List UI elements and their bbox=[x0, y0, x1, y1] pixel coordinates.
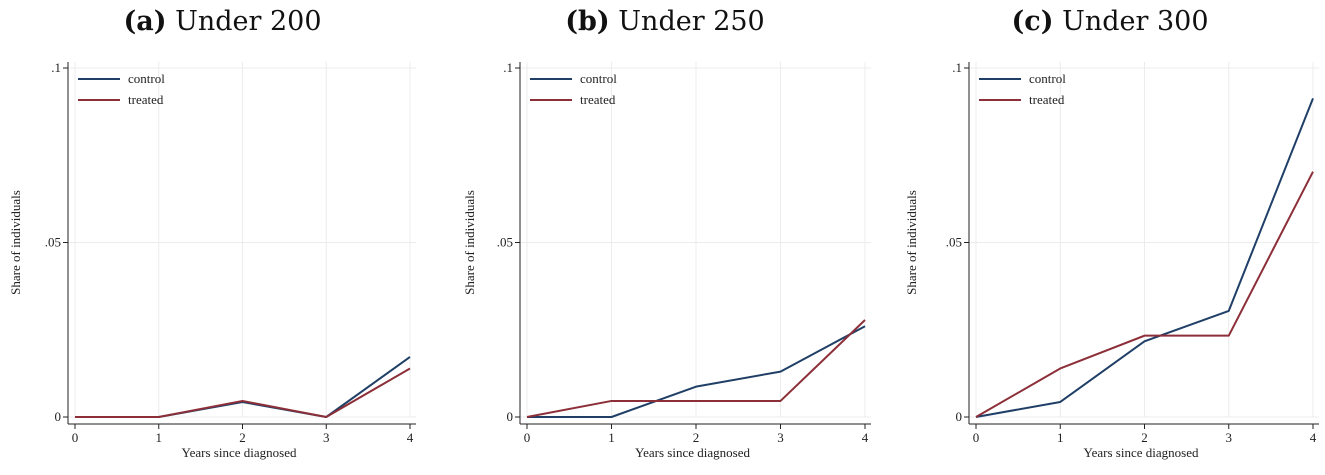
x-tick-label: 2 bbox=[693, 430, 700, 445]
x-axis-label: Years since diagnosed bbox=[1084, 445, 1199, 460]
panel-title: (a) Under 200 bbox=[0, 6, 445, 37]
y-tick-label: 0 bbox=[507, 409, 514, 424]
chart-panel-c: (c) Under 300 0 .05 .1 0 1 2 3 4 Years since dia… bbox=[895, 0, 1325, 475]
x-tick-label: 1 bbox=[1057, 430, 1064, 445]
chart-panel-b: (b) Under 250 0 .05 .1 0 1 2 3 4 Years since dia… bbox=[450, 0, 880, 475]
y-tick-label: .1 bbox=[503, 60, 513, 75]
legend-label-treated: treated bbox=[1029, 92, 1065, 107]
panel-letter: (b) bbox=[565, 6, 610, 37]
legend-label-control: control bbox=[1029, 71, 1066, 86]
line-chart-under-300: 0 .05 .1 0 1 2 3 4 Years since diagnosed Share of… bbox=[904, 60, 1319, 460]
x-tick-label: 0 bbox=[72, 430, 79, 445]
y-tick-label: 0 bbox=[956, 409, 963, 424]
x-tick-label: 3 bbox=[777, 430, 784, 445]
panel-letter: (c) bbox=[1011, 6, 1054, 37]
legend-label-treated: treated bbox=[128, 92, 164, 107]
x-tick-label: 4 bbox=[407, 430, 414, 445]
x-tick-label: 4 bbox=[1310, 430, 1317, 445]
x-tick-label: 3 bbox=[323, 430, 330, 445]
x-tick-label: 2 bbox=[1141, 430, 1148, 445]
x-axis-label: Years since diagnosed bbox=[182, 445, 297, 460]
legend-label-treated: treated bbox=[580, 92, 616, 107]
y-tick-label: .1 bbox=[952, 60, 962, 75]
series-line-control bbox=[527, 325, 866, 418]
series-line-treated bbox=[975, 171, 1314, 418]
x-tick-label: 4 bbox=[862, 430, 869, 445]
x-tick-label: 0 bbox=[973, 430, 980, 445]
panel-letter: (a) bbox=[123, 6, 167, 37]
y-tick-label: .05 bbox=[946, 235, 962, 250]
line-chart-under-200: 0 .05 .1 0 1 2 3 4 Years since diagnosed Share of… bbox=[8, 60, 416, 460]
series-line-treated bbox=[75, 367, 411, 418]
y-axis-label: Share of individuals bbox=[8, 190, 23, 295]
chart-panel-a: (a) Under 200 0 .05 .1 0 1 2 3 4 Years since dia… bbox=[0, 0, 445, 475]
y-tick-label: .1 bbox=[51, 60, 61, 75]
y-tick-label: .05 bbox=[497, 235, 513, 250]
line-chart-under-250: 0 .05 .1 0 1 2 3 4 Years since diagnosed Share of… bbox=[462, 60, 871, 460]
panel-title-text: Under 300 bbox=[1062, 6, 1209, 37]
x-tick-label: 2 bbox=[239, 430, 246, 445]
x-tick-label: 1 bbox=[608, 430, 615, 445]
panel-title-text: Under 200 bbox=[175, 6, 322, 37]
x-tick-label: 0 bbox=[524, 430, 531, 445]
x-tick-label: 3 bbox=[1226, 430, 1233, 445]
y-tick-label: .05 bbox=[45, 235, 61, 250]
series-line-control bbox=[975, 97, 1314, 418]
series-line-treated bbox=[526, 319, 866, 418]
y-axis-label: Share of individuals bbox=[462, 190, 477, 295]
panel-title: (c) Under 300 bbox=[895, 6, 1325, 37]
panel-title-text: Under 250 bbox=[618, 6, 765, 37]
y-axis-label: Share of individuals bbox=[904, 190, 919, 295]
x-axis-label: Years since diagnosed bbox=[635, 445, 750, 460]
panel-title: (b) Under 250 bbox=[450, 6, 880, 37]
legend-label-control: control bbox=[128, 71, 165, 86]
y-tick-label: 0 bbox=[55, 409, 62, 424]
x-tick-label: 1 bbox=[156, 430, 163, 445]
legend-label-control: control bbox=[580, 71, 617, 86]
